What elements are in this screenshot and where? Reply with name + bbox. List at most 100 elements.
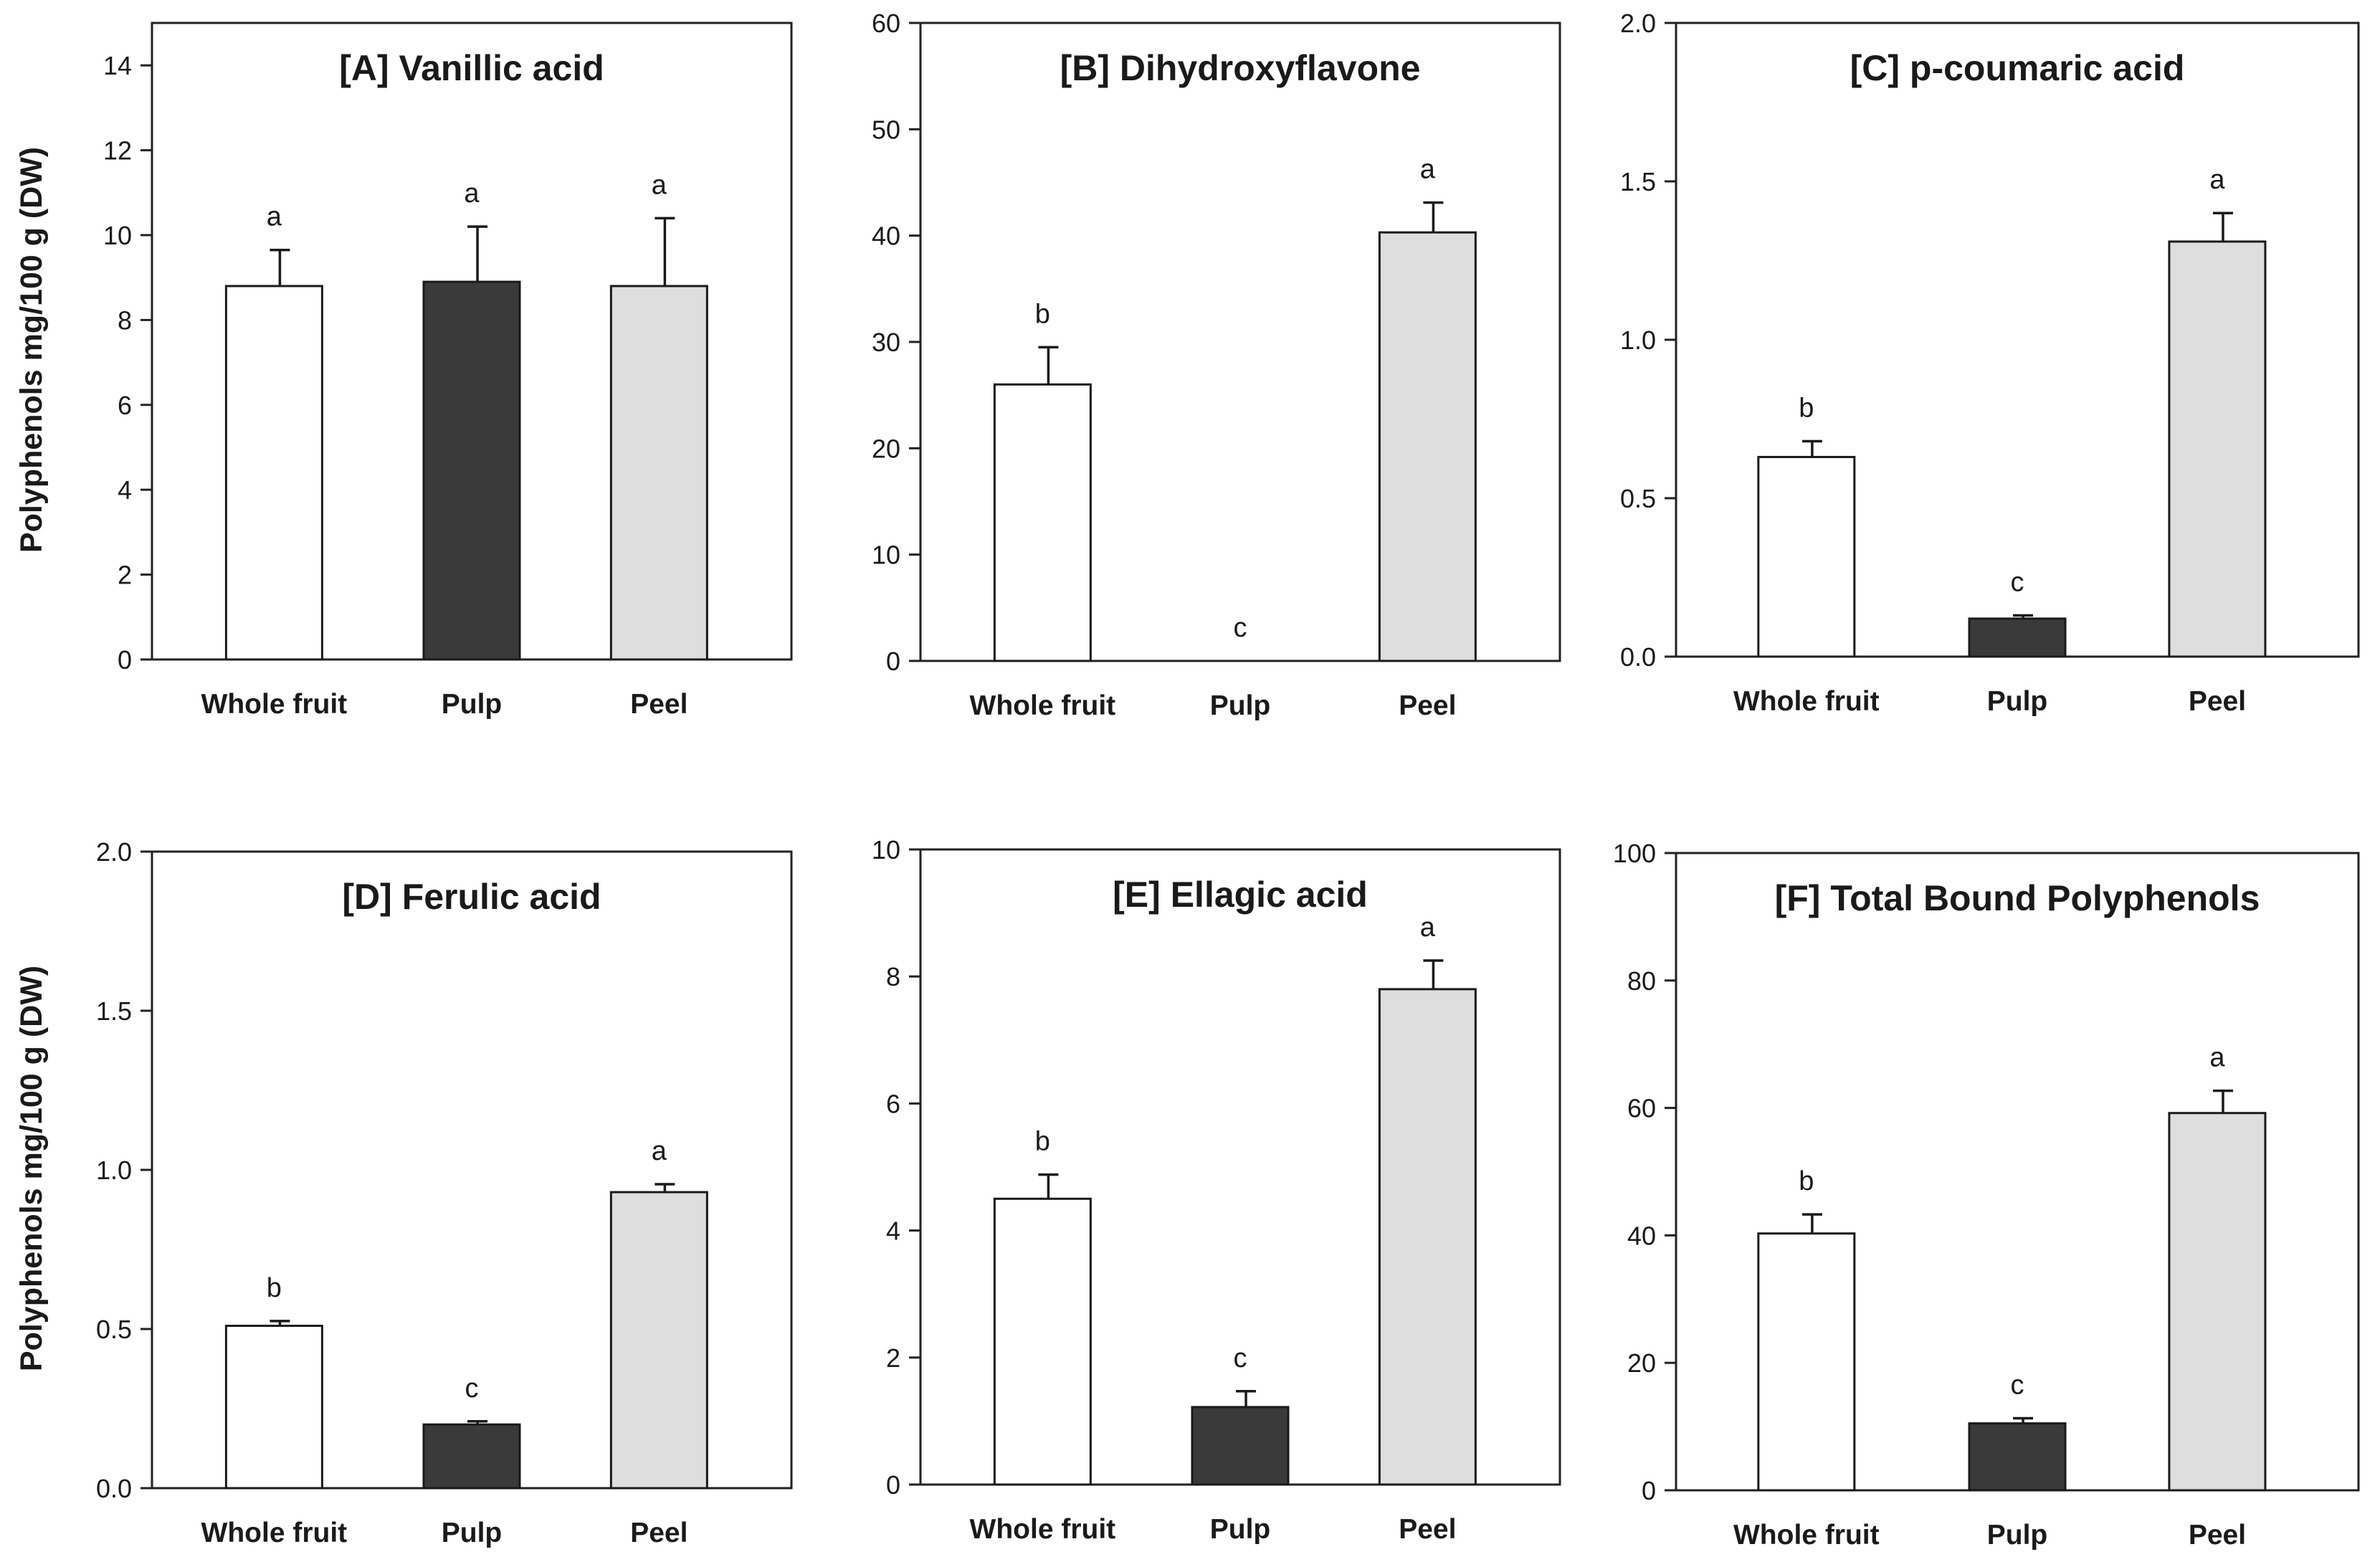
y-tick-label: 10 xyxy=(872,540,900,570)
y-tick-label: 50 xyxy=(872,115,900,144)
y-tick-label: 20 xyxy=(872,434,900,463)
x-category-label: Peel xyxy=(630,689,687,720)
y-tick-label: 2.0 xyxy=(96,837,132,867)
significance-letter: b xyxy=(1035,299,1050,329)
x-category-label: Whole fruit xyxy=(201,689,348,720)
y-tick-label: 60 xyxy=(872,9,900,38)
y-tick-label: 8 xyxy=(886,962,900,991)
significance-letter: c xyxy=(465,1373,479,1404)
significance-letter: a xyxy=(652,170,667,200)
y-tick-label: 0 xyxy=(886,647,900,676)
y-tick-label: 4 xyxy=(886,1216,900,1246)
y-tick-label: 1.5 xyxy=(96,996,132,1026)
chart-panel: 0 10 20 30 40 50 60 [B] Dihydroxyflavone b Whole … xyxy=(872,9,1561,721)
chart-title: [B] Dihydroxyflavone xyxy=(1060,48,1421,88)
x-category-label: Pulp xyxy=(442,1518,503,1548)
x-category-label: Whole fruit xyxy=(970,1514,1116,1545)
y-tick-label: 8 xyxy=(118,305,132,335)
y-tick-label: 6 xyxy=(886,1089,900,1118)
chart-panels: 0 2 4 6 8 10 12 14 [A] Vanillic acid a Whole fruit… xyxy=(96,9,2360,1551)
y-tick-label: 10 xyxy=(103,221,132,250)
bar xyxy=(1757,456,1856,658)
y-tick-label: 30 xyxy=(872,328,900,357)
y-tick-label: 60 xyxy=(1627,1094,1656,1123)
chart-title: [D] Ferulic acid xyxy=(342,877,601,917)
bar xyxy=(1757,1232,1856,1492)
bar xyxy=(609,285,708,661)
chart-title: [C] p-coumaric acid xyxy=(1850,48,2185,88)
y-tick-label: 1.5 xyxy=(1620,167,1656,196)
bar xyxy=(1968,617,2067,658)
significance-letter: a xyxy=(1420,155,1436,185)
significance-letter: a xyxy=(464,178,480,209)
y-tick-label: 1.0 xyxy=(96,1156,132,1185)
chart-panel: 0 20 40 60 80 100 [F] Total Bound Polyphenols b… xyxy=(1613,839,2360,1551)
y-tick-label: 0.5 xyxy=(96,1315,132,1344)
x-category-label: Peel xyxy=(2189,686,2246,717)
y-tick-label: 14 xyxy=(103,51,132,80)
x-category-label: Pulp xyxy=(1210,1514,1271,1545)
x-category-label: Pulp xyxy=(1987,1520,2048,1551)
bar xyxy=(2168,1112,2267,1492)
significance-letter: b xyxy=(1035,1127,1050,1157)
significance-letter: c xyxy=(2011,1371,2024,1401)
significance-letter: c xyxy=(2011,568,2024,598)
bar xyxy=(609,1191,708,1490)
x-category-label: Pulp xyxy=(442,689,503,720)
y-tick-label: 1.0 xyxy=(1620,325,1656,355)
chart-panel: 0 2 4 6 8 10 12 14 [A] Vanillic acid a Whole fruit… xyxy=(103,22,793,720)
bar xyxy=(1378,231,1477,662)
y-tick-label: 0 xyxy=(118,645,132,675)
bar xyxy=(422,1423,521,1490)
y-tick-label: 6 xyxy=(118,391,132,420)
significance-letter: b xyxy=(1799,393,1814,423)
y-tick-label: 100 xyxy=(1613,839,1656,868)
bar xyxy=(1191,1406,1290,1486)
y-tick-label: 12 xyxy=(103,136,132,166)
bar xyxy=(224,1325,323,1490)
y-tick-label: 40 xyxy=(1627,1221,1656,1250)
x-category-label: Whole fruit xyxy=(201,1518,348,1548)
x-category-label: Peel xyxy=(630,1518,687,1548)
y-tick-label: 2.0 xyxy=(1620,9,1656,38)
chart-panel: 0.0 0.5 1.0 1.5 2.0 [C] p-coumaric acid b Whole… xyxy=(1620,9,2360,717)
x-category-label: Peel xyxy=(2189,1520,2246,1551)
bar xyxy=(1968,1422,2067,1492)
bar xyxy=(993,1197,1092,1486)
significance-letter: a xyxy=(267,202,282,232)
bar xyxy=(1378,988,1477,1486)
y-tick-label: 40 xyxy=(872,222,900,251)
y-tick-label: 10 xyxy=(872,835,900,865)
y-tick-label: 0 xyxy=(886,1470,900,1500)
x-category-label: Peel xyxy=(1399,690,1456,721)
chart-panel: 0.0 0.5 1.0 1.5 2.0 [D] Ferulic acid b Whole fr… xyxy=(96,837,793,1548)
x-category-label: Pulp xyxy=(1987,686,2048,717)
y-tick-label: 0.5 xyxy=(1620,484,1656,513)
y-tick-label: 2 xyxy=(886,1343,900,1373)
significance-letter: c xyxy=(1234,1343,1247,1373)
chart-panel: 0 2 4 6 8 10 [E] Ellagic acid b Whole fruit c Pulp… xyxy=(872,835,1561,1545)
chart-title: [E] Ellagic acid xyxy=(1113,875,1368,915)
y-tick-label: 20 xyxy=(1627,1348,1656,1378)
significance-letter: a xyxy=(2209,1043,2225,1073)
x-category-label: Whole fruit xyxy=(1733,1520,1880,1551)
significance-letter: c xyxy=(1234,613,1247,643)
bar xyxy=(2168,240,2267,658)
chart-title: [A] Vanillic acid xyxy=(339,48,604,88)
x-category-label: Whole fruit xyxy=(970,690,1116,721)
y-tick-label: 0 xyxy=(1642,1476,1656,1505)
significance-letter: a xyxy=(652,1136,667,1166)
y-axis-label-bottom: Polyphenols mg/100 g (DW) xyxy=(14,966,49,1371)
x-category-label: Peel xyxy=(1399,1514,1456,1545)
x-category-label: Pulp xyxy=(1210,690,1271,721)
significance-letter: b xyxy=(267,1273,282,1303)
significance-letter: b xyxy=(1799,1166,1814,1196)
y-tick-label: 0.0 xyxy=(1620,642,1656,672)
y-tick-label: 0.0 xyxy=(96,1474,132,1503)
significance-letter: a xyxy=(1420,913,1436,943)
y-tick-label: 4 xyxy=(118,475,132,505)
y-tick-label: 2 xyxy=(118,561,132,590)
x-category-label: Whole fruit xyxy=(1733,686,1880,717)
y-axis-label-top: Polyphenols mg/100 g (DW) xyxy=(14,147,49,553)
